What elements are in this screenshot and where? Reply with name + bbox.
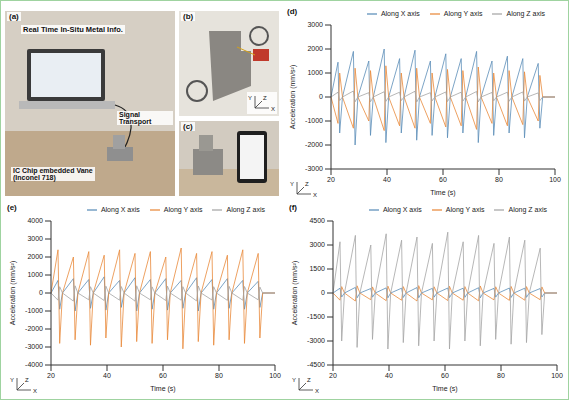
html-text:IC Chip embedded Vane: IC Chip embedded Vane xyxy=(13,167,93,174)
svg-text:Z: Z xyxy=(305,181,309,187)
svg-text:3000: 3000 xyxy=(307,21,323,28)
svg-text:40: 40 xyxy=(103,372,111,379)
svg-text:1500: 1500 xyxy=(309,265,325,272)
html-text:Along Y axis: Along Y axis xyxy=(163,205,203,213)
svg-text:1000: 1000 xyxy=(307,69,323,76)
svg-text:X: X xyxy=(315,388,319,394)
svg-text:20: 20 xyxy=(329,372,337,379)
svg-text:40: 40 xyxy=(385,372,393,379)
svg-text:20: 20 xyxy=(327,176,335,183)
svg-text:Y: Y xyxy=(292,377,296,383)
svg-text:1000: 1000 xyxy=(27,271,43,278)
svg-text:40: 40 xyxy=(383,176,391,183)
svg-text:-3000: -3000 xyxy=(307,337,325,344)
svg-text:X: X xyxy=(33,388,37,394)
svg-text:-4000: -4000 xyxy=(25,361,43,368)
html-text:(e): (e) xyxy=(7,203,17,212)
html-text:Along Z axis: Along Z axis xyxy=(506,9,545,17)
svg-text:100: 100 xyxy=(551,372,563,379)
svg-text:80: 80 xyxy=(215,372,223,379)
html-text:Signal Transport: Signal Transport xyxy=(119,111,152,125)
html-text:Along Z axis: Along Z axis xyxy=(226,205,265,213)
svg-text:4000: 4000 xyxy=(27,217,43,224)
svg-text:-3000: -3000 xyxy=(305,165,323,172)
svg-text:Y: Y xyxy=(290,181,294,187)
svg-text:2000: 2000 xyxy=(307,45,323,52)
svg-text:Z: Z xyxy=(25,377,29,383)
svg-text:60: 60 xyxy=(159,372,167,379)
svg-text:3000: 3000 xyxy=(309,241,325,248)
svg-text:-2000: -2000 xyxy=(305,141,323,148)
html-text:Along Y axis: Along Y axis xyxy=(445,205,485,213)
svg-text:60: 60 xyxy=(441,372,449,379)
svg-text:80: 80 xyxy=(495,176,503,183)
svg-text:100: 100 xyxy=(269,372,281,379)
svg-text:Time (s): Time (s) xyxy=(432,385,457,393)
html-text:(f): (f) xyxy=(289,203,297,212)
svg-text:2000: 2000 xyxy=(27,253,43,260)
svg-text:3000: 3000 xyxy=(27,235,43,242)
svg-text:-1000: -1000 xyxy=(25,307,43,314)
html-text:Along X axis: Along X axis xyxy=(100,205,140,213)
html-text:Along Y axis: Along Y axis xyxy=(443,9,483,17)
svg-text:20: 20 xyxy=(47,372,55,379)
svg-text:0: 0 xyxy=(319,93,323,100)
svg-text:80: 80 xyxy=(497,372,505,379)
svg-text:Acceleration (mm/s²): Acceleration (mm/s²) xyxy=(291,261,299,326)
svg-text:Acceleration (mm/s²): Acceleration (mm/s²) xyxy=(289,65,297,130)
svg-text:-4500: -4500 xyxy=(307,361,325,368)
html-text:Real Time In-Situ Metal Info.: Real Time In-Situ Metal Info. xyxy=(23,25,123,34)
html-text:Along Z axis: Along Z axis xyxy=(508,205,547,213)
html-text:(c): (c) xyxy=(183,122,193,131)
html-text:(a): (a) xyxy=(9,12,19,21)
html-text:(b): (b) xyxy=(183,12,194,21)
svg-text:4500: 4500 xyxy=(309,217,325,224)
svg-text:Acceleration (mm/s²): Acceleration (mm/s²) xyxy=(9,261,17,326)
svg-text:Y: Y xyxy=(10,377,14,383)
svg-text:-3000: -3000 xyxy=(25,343,43,350)
svg-text:Z: Z xyxy=(263,95,267,101)
html-text:(d): (d) xyxy=(287,7,298,16)
svg-text:0: 0 xyxy=(321,289,325,296)
svg-text:X: X xyxy=(271,106,275,112)
html-text:Along X axis: Along X axis xyxy=(380,9,420,17)
html-text:(Inconel 718): (Inconel 718) xyxy=(13,174,56,181)
svg-text:Y: Y xyxy=(248,95,252,101)
svg-text:Z: Z xyxy=(307,377,311,383)
svg-text:-1000: -1000 xyxy=(305,117,323,124)
svg-text:-1500: -1500 xyxy=(307,313,325,320)
svg-text:Time (s): Time (s) xyxy=(150,385,175,393)
svg-text:0: 0 xyxy=(39,289,43,296)
svg-text:X: X xyxy=(313,192,317,198)
svg-text:-2000: -2000 xyxy=(25,325,43,332)
html-text:Along X axis: Along X axis xyxy=(382,205,422,213)
svg-text:60: 60 xyxy=(439,176,447,183)
svg-text:Time (s): Time (s) xyxy=(430,189,455,197)
svg-text:100: 100 xyxy=(549,176,561,183)
